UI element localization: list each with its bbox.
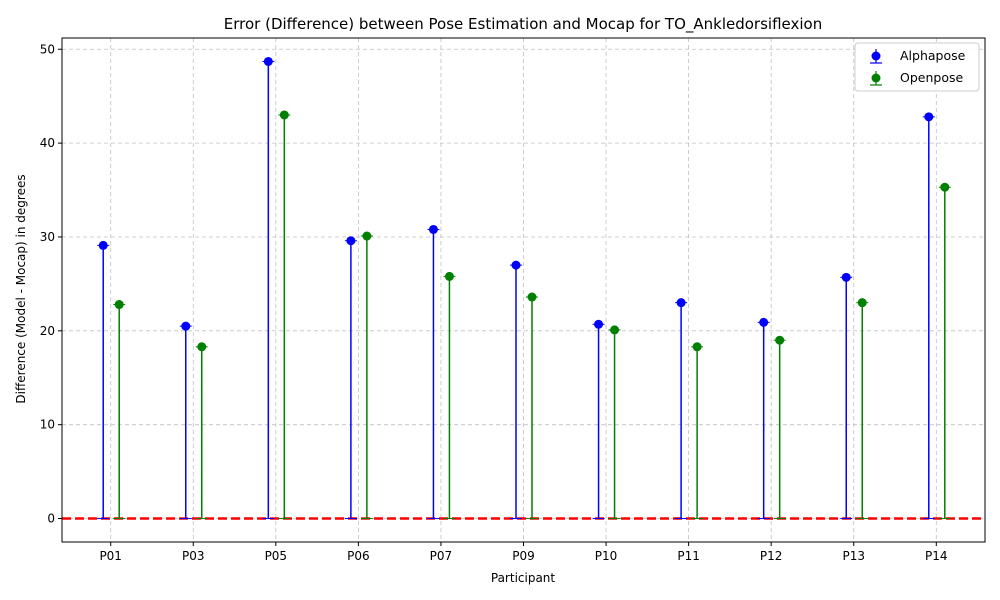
- alphapose-point: [511, 260, 521, 270]
- data-points: [97, 56, 951, 352]
- x-tick-label: P05: [265, 549, 288, 563]
- alphapose-point: [181, 321, 191, 331]
- x-tick-label: P06: [347, 549, 370, 563]
- alphapose-point: [924, 112, 934, 122]
- y-tick-label: 40: [40, 136, 55, 150]
- openpose-point: [692, 342, 702, 352]
- x-axis-label: Participant: [491, 571, 556, 585]
- openpose-point: [527, 292, 537, 302]
- y-axis-label: Difference (Model - Mocap) in degrees: [14, 174, 28, 403]
- stems: [97, 61, 951, 520]
- legend-alphapose-marker: [871, 51, 881, 61]
- x-tick-label: P10: [595, 549, 618, 563]
- y-tick-label: 0: [47, 512, 55, 526]
- openpose-point: [444, 271, 454, 281]
- openpose-point: [940, 182, 950, 192]
- alphapose-point: [428, 224, 438, 234]
- openpose-point: [775, 335, 785, 345]
- alphapose-point: [594, 319, 604, 329]
- y-tick-label: 20: [40, 324, 55, 338]
- x-tick-label: P14: [925, 549, 948, 563]
- alphapose-point: [676, 298, 686, 308]
- alphapose-point: [759, 317, 769, 327]
- alphapose-point: [841, 272, 851, 282]
- chart-title: Error (Difference) between Pose Estimati…: [224, 15, 822, 34]
- legend-openpose-label: Openpose: [900, 70, 963, 85]
- x-tick-label: P12: [760, 549, 783, 563]
- legend-openpose-marker: [871, 73, 881, 83]
- y-tick-label: 30: [40, 230, 55, 244]
- legend-box: [854, 42, 980, 92]
- alphapose-point: [346, 236, 356, 246]
- openpose-point: [114, 300, 124, 310]
- y-axis-ticks: 0 10 20 30 40 50: [40, 42, 62, 526]
- alphapose-point: [98, 240, 108, 250]
- openpose-point: [610, 325, 620, 335]
- x-tick-label: P11: [677, 549, 700, 563]
- legend-alphapose-label: Alphapose: [900, 48, 966, 63]
- x-tick-label: P13: [842, 549, 865, 563]
- x-tick-label: P01: [99, 549, 122, 563]
- alphapose-point: [263, 56, 273, 66]
- y-tick-label: 10: [40, 418, 55, 432]
- x-tick-label: P07: [430, 549, 453, 563]
- openpose-point: [279, 110, 289, 120]
- x-tick-label: P09: [512, 549, 535, 563]
- legend: Alphapose Openpose: [854, 42, 980, 92]
- x-axis-ticks: P01 P03 P05 P06 P07 P09 P10 P11 P12 P13 P14: [99, 542, 948, 563]
- openpose-point: [857, 298, 867, 308]
- y-tick-label: 50: [40, 42, 55, 56]
- x-tick-label: P03: [182, 549, 205, 563]
- grid: [62, 38, 985, 542]
- openpose-point: [362, 231, 372, 241]
- openpose-point: [197, 342, 207, 352]
